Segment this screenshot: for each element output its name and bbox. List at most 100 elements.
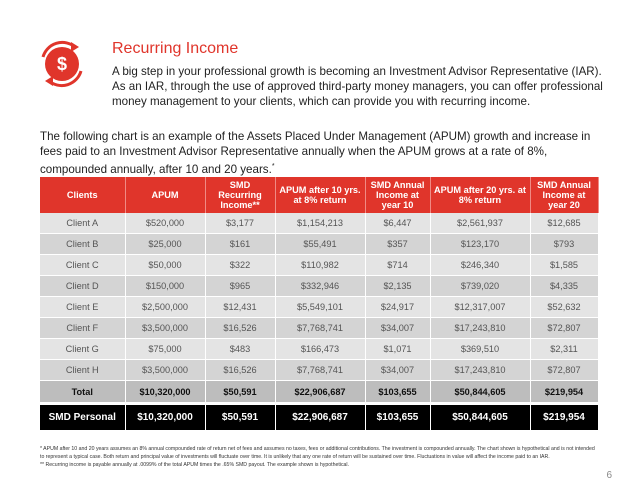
cell: Client B [40,233,126,255]
column-header: APUM after 10 yrs. at 8% return [275,177,366,213]
cell: $3,500,000 [125,317,206,339]
cell: $50,844,605 [430,402,531,431]
cell: $166,473 [275,338,366,360]
footnotes: * APUM after 10 and 20 years assumes an … [40,445,600,469]
footnote-mark: * [271,163,275,170]
cell: Client D [40,275,126,297]
cell: Client H [40,359,126,381]
cell: $12,431 [205,296,276,318]
column-header: APUM [125,177,206,213]
cell: $22,906,687 [275,380,366,404]
cell: $332,946 [275,275,366,297]
cell: $7,768,741 [275,359,366,381]
cell: $12,685 [530,213,599,234]
footnote: ** Recurring income is payable annually … [40,462,350,468]
column-header: SMD Annual Income at year 20 [530,177,599,213]
table: Clients APUM SMD Recurring Income** APUM af… [40,177,599,431]
cell: $2,311 [530,338,599,360]
cell: $50,000 [125,254,206,276]
cell: $5,549,101 [275,296,366,318]
cell: $1,071 [365,338,431,360]
cell: $52,632 [530,296,599,318]
cell: $219,954 [530,380,599,404]
cell: $150,000 [125,275,206,297]
cell: $22,906,687 [275,402,366,431]
cell: $3,500,000 [125,359,206,381]
cell: $103,655 [365,402,431,431]
table-row: Client F $3,500,000 $16,526 $7,768,741 $34,0… [40,317,599,339]
cell: $75,000 [125,338,206,360]
cell: $34,007 [365,317,431,339]
cell: $161 [205,233,276,255]
table-row: Client C $50,000 $322 $110,982 $714 $246,340 $… [40,254,599,276]
cell: $50,591 [205,402,276,431]
cell: $16,526 [205,359,276,381]
footnote: * APUM after 10 and 20 years assumes an … [40,446,595,460]
cell: $2,500,000 [125,296,206,318]
cell: Client A [40,213,126,234]
cell: $7,768,741 [275,317,366,339]
cell: $103,655 [365,380,431,404]
cell: $17,243,810 [430,317,531,339]
lead-text: The following chart is an example of the… [40,130,591,176]
cell: $17,243,810 [430,359,531,381]
cell: $246,340 [430,254,531,276]
cell: SMD Personal [40,402,126,431]
table-row: Client A $520,000 $3,177 $1,154,213 $6,447 $2… [40,213,599,234]
cell: $483 [205,338,276,360]
cell: $714 [365,254,431,276]
cell: $4,335 [530,275,599,297]
table-row: Client H $3,500,000 $16,526 $7,768,741 $34,0… [40,359,599,381]
cell: $965 [205,275,276,297]
table-row: Client G $75,000 $483 $166,473 $1,071 $369,51… [40,338,599,360]
cell: $2,561,937 [430,213,531,234]
cell: $3,177 [205,213,276,234]
title: Recurring Income [112,40,239,57]
cell: $72,807 [530,317,599,339]
column-header: Clients [40,177,126,213]
cell: $322 [205,254,276,276]
icon: $ [41,40,83,88]
cell: $1,154,213 [275,213,366,234]
cell: $369,510 [430,338,531,360]
cell: $55,491 [275,233,366,255]
table-row: Client E $2,500,000 $12,431 $5,549,101 $24,9… [40,296,599,318]
svg-text:$: $ [57,54,67,74]
table-row: Client B $25,000 $161 $55,491 $357 $123,170 $7… [40,233,599,255]
cell: $793 [530,233,599,255]
cell: $520,000 [125,213,206,234]
cell: Client G [40,338,126,360]
cell: Total [40,380,126,404]
cell: $50,844,605 [430,380,531,404]
cell: $123,170 [430,233,531,255]
cell: $1,585 [530,254,599,276]
cell: Client C [40,254,126,276]
column-header: SMD Recurring Income** [205,177,276,213]
cell: Client F [40,317,126,339]
cell: $50,591 [205,380,276,404]
cell: $6,447 [365,213,431,234]
cell: $2,135 [365,275,431,297]
intro: A big step in your professional growth i… [112,65,603,108]
cell: $12,317,007 [430,296,531,318]
table-row: Client D $150,000 $965 $332,946 $2,135 $739,0… [40,275,599,297]
cell: $24,917 [365,296,431,318]
column-header: SMD Annual Income at year 10 [365,177,431,213]
page-number: 6 [606,470,612,481]
lead: The following chart is an example of the… [40,129,600,177]
cell: $739,020 [430,275,531,297]
cell: $10,320,000 [125,380,206,404]
cell: $110,982 [275,254,366,276]
column-header: APUM after 20 yrs. at 8% return [430,177,531,213]
cell: $10,320,000 [125,402,206,431]
cell: $34,007 [365,359,431,381]
cell: $219,954 [530,402,599,431]
table-row: Total $10,320,000 $50,591 $22,906,687 $103,6… [40,380,599,404]
table-row: SMD Personal $10,320,000 $50,591 $22,906,68… [40,402,599,431]
cell: Client E [40,296,126,318]
cell: $25,000 [125,233,206,255]
cell: $357 [365,233,431,255]
cell: $16,526 [205,317,276,339]
cell: $72,807 [530,359,599,381]
